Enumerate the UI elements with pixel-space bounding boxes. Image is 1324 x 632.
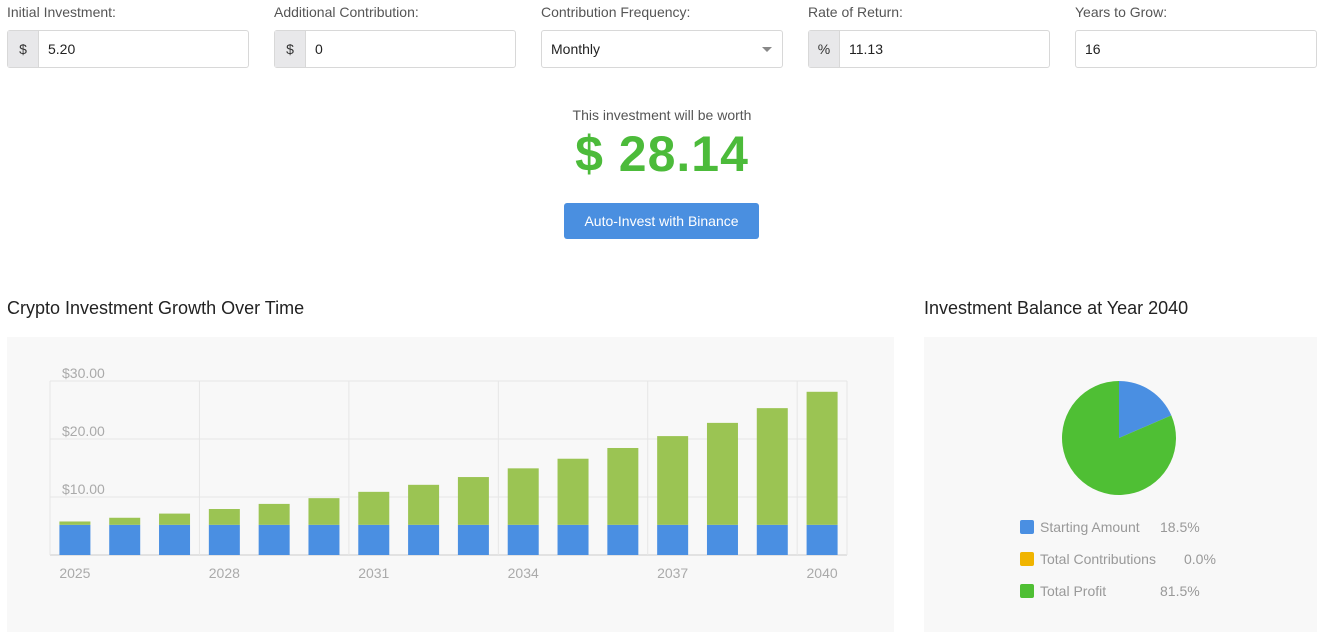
legend-label: Total Profit <box>1040 583 1106 599</box>
x-tick-label: 2037 <box>657 565 688 581</box>
bar-segment <box>109 517 141 525</box>
input-prefix: % <box>809 31 840 67</box>
input[interactable]: % 11.13 <box>808 30 1050 68</box>
legend-value: 81.5% <box>1160 583 1200 599</box>
currency: $ <box>575 126 604 182</box>
input-prefix: $ <box>8 31 39 67</box>
x-tick-label: 2040 <box>807 565 838 581</box>
field-label: Years to Grow: <box>1075 4 1168 20</box>
bar-segment <box>607 447 639 525</box>
legend-swatch <box>1020 584 1034 598</box>
bar-segment <box>308 524 340 555</box>
bar-segment <box>59 524 91 555</box>
bar-segment <box>657 524 689 555</box>
pie-slice <box>1119 415 1172 438</box>
bar-segment <box>258 524 290 555</box>
bar-segment <box>607 524 639 555</box>
result-amount: $ 28.14 <box>0 125 1324 183</box>
bar-segment <box>59 521 91 525</box>
result: This investment will be worth $ 28.14 <box>0 107 1324 183</box>
bar-segment <box>408 484 440 525</box>
x-tick-label: 2025 <box>59 565 90 581</box>
bar-segment <box>308 498 340 525</box>
bar-segment <box>358 491 390 525</box>
bar-segment <box>806 391 838 525</box>
bar-segment <box>806 524 838 555</box>
input-value: 5.20 <box>48 41 76 57</box>
bar-segment <box>457 477 489 525</box>
field-label: Initial Investment: <box>7 4 116 20</box>
bar-segment <box>258 503 290 525</box>
input[interactable]: Monthly <box>541 30 783 68</box>
dropdown-arrow <box>762 47 772 52</box>
bar-panel <box>7 337 894 632</box>
legend-swatch <box>1020 520 1034 534</box>
legend-label: Starting Amount <box>1040 519 1140 535</box>
bar-segment <box>208 509 240 525</box>
auto-invest-button[interactable]: Auto-Invest with Binance <box>564 203 759 239</box>
chart-title: Investment Balance at Year 2040 <box>924 298 1188 318</box>
field-label: Additional Contribution: <box>274 4 419 20</box>
bar-segment <box>208 524 240 555</box>
bar-segment <box>159 524 191 555</box>
pie-slice <box>1062 381 1176 496</box>
bar-segment <box>756 408 788 525</box>
input-value: Monthly <box>551 41 601 57</box>
bar-segment <box>507 468 539 525</box>
input-value: 16 <box>1085 41 1101 57</box>
bar-segment <box>457 524 489 555</box>
amount: 28.14 <box>618 126 749 182</box>
field: Initial Investment: $5.20 <box>7 0 249 68</box>
legend-value: 18.5% <box>1160 519 1200 535</box>
y-tick-label: $30.00 <box>62 365 105 381</box>
x-tick-label: 2031 <box>358 565 389 581</box>
field: Years to Grow: 16 <box>1075 0 1317 68</box>
y-tick-label: $10.00 <box>62 481 105 497</box>
pie-slice <box>1119 381 1172 438</box>
bar-segment <box>408 524 440 555</box>
field: Contribution Frequency: Monthly <box>541 0 783 68</box>
chart-title: Crypto Investment Growth Over Time <box>7 298 304 318</box>
input-prefix: $ <box>275 31 306 67</box>
legend-label: Total Contributions <box>1040 551 1156 567</box>
result-caption: This investment will be worth <box>572 107 752 123</box>
input-value: 11.13 <box>849 41 883 57</box>
pie-panel <box>924 337 1317 632</box>
field-label: Contribution Frequency: <box>541 4 691 20</box>
legend-swatch <box>1020 552 1034 566</box>
field: Rate of Return:% 11.13 <box>808 0 1050 68</box>
bar-segment <box>557 524 589 555</box>
bar-segment <box>507 524 539 555</box>
field: Additional Contribution: $0 <box>274 0 516 68</box>
bar-segment <box>358 524 390 555</box>
bar-segment <box>657 436 689 525</box>
input[interactable]: $5.20 <box>7 30 249 68</box>
field-label: Rate of Return: <box>808 4 903 20</box>
bar-segment <box>706 422 738 525</box>
y-tick-label: $20.00 <box>62 423 105 439</box>
bar-segment <box>756 524 788 555</box>
bar-segment <box>109 524 141 555</box>
legend-value: 0.0% <box>1184 551 1216 567</box>
bar-segment <box>159 513 191 525</box>
input-value: 0 <box>315 41 323 57</box>
bar-segment <box>706 524 738 555</box>
input[interactable]: $0 <box>274 30 516 68</box>
x-tick-label: 2028 <box>209 565 240 581</box>
bar-segment <box>557 458 589 525</box>
x-tick-label: 2034 <box>508 565 539 581</box>
input[interactable]: 16 <box>1075 30 1317 68</box>
